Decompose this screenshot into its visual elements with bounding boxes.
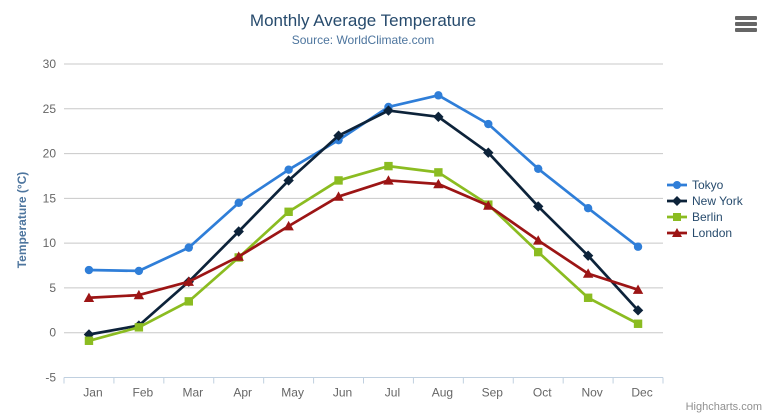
data-point-marker [84,336,94,345]
data-point-marker [334,176,343,185]
data-point-marker [383,105,394,116]
export-menu-button[interactable] [733,14,759,34]
diamond-legend-marker-icon [667,196,687,206]
series-tokyo [84,91,643,276]
y-axis-label: 5 [49,281,56,295]
data-point-marker [633,319,643,328]
data-point-marker [184,243,193,252]
x-axis-label: Nov [581,386,602,400]
data-point-marker [384,161,393,171]
x-axis-label: Jan [83,386,102,400]
triangle-legend-marker-icon [667,228,687,237]
legend-label: New York [692,194,743,208]
legend-item-new-york[interactable]: New York [667,193,743,209]
data-point-marker [673,181,681,189]
data-point-marker [582,268,594,278]
x-axis-label: Feb [133,386,154,400]
data-point-marker [284,207,293,216]
data-point-marker [233,251,244,261]
x-axis-label: Dec [631,386,652,400]
data-point-marker [632,284,644,294]
data-point-marker [183,276,194,286]
data-point-marker [233,226,244,237]
legend-label: Berlin [692,210,723,224]
x-axis-label: Mar [182,386,203,400]
legend-label: Tokyo [692,178,724,192]
data-point-marker [234,198,243,208]
series-line [87,109,640,336]
data-point-marker [433,178,444,189]
y-axis-label: 30 [43,57,57,71]
data-point-marker [433,111,444,123]
square-legend-marker-icon [667,213,687,221]
data-point-marker [333,130,344,141]
y-axis-label: 15 [43,191,57,205]
data-point-marker [434,168,443,177]
data-point-marker [633,242,643,251]
series-london [83,175,644,302]
y-axis-label: -5 [45,371,56,385]
data-point-marker [583,293,593,302]
data-point-marker [533,201,544,212]
data-point-marker [672,196,682,206]
data-point-marker [283,220,294,231]
data-point-marker [534,247,543,257]
series-new-york [83,105,644,340]
x-axis-label: May [281,386,304,400]
data-point-marker [582,250,594,261]
legend-item-tokyo[interactable]: Tokyo [667,177,743,193]
y-axis-label: 25 [43,102,57,116]
data-point-marker [134,266,144,276]
data-point-marker [283,175,294,186]
hamburger-icon [735,22,757,26]
data-point-marker [84,265,94,275]
data-point-marker [333,191,344,201]
x-axis-label: Jul [385,386,400,400]
data-point-marker [534,164,543,173]
data-point-marker [672,228,682,237]
hamburger-icon [735,16,757,20]
data-point-marker [383,175,394,185]
data-point-marker [483,200,494,210]
data-point-marker [83,292,95,302]
x-axis-label: Jun [333,386,352,400]
highcharts-credit[interactable]: Highcharts.com [685,401,762,413]
y-axis-label: 0 [49,326,56,340]
y-axis-title: Temperature (°C) [15,171,29,269]
x-axis-label: Aug [432,386,453,400]
data-point-marker [134,323,144,332]
legend-item-london[interactable]: London [667,225,743,241]
data-point-marker [184,297,193,306]
chart-subtitle: Source: WorldClimate.com [291,33,435,47]
legend-label: London [692,226,733,240]
data-point-marker [284,165,293,174]
data-point-marker [483,147,494,158]
circle-legend-marker-icon [667,181,687,189]
hamburger-icon [735,28,757,32]
x-axis-label: Oct [533,386,552,400]
series-line [87,164,640,343]
data-point-marker [673,213,681,221]
series-line [87,179,640,300]
data-point-marker [484,119,493,129]
legend-item-berlin[interactable]: Berlin [667,209,743,225]
data-point-marker [533,235,544,245]
chart-title: Monthly Average Temperature [249,11,477,30]
data-point-marker [434,91,443,100]
x-axis-label: Sep [482,386,504,400]
data-point-marker [583,204,593,213]
data-point-marker [133,289,145,300]
legend: Tokyo New York Berlin London [667,177,743,241]
data-point-marker [632,305,644,316]
y-axis-label: 20 [43,147,57,161]
y-axis-label: 10 [43,236,57,250]
x-axis-label: Apr [233,386,252,400]
